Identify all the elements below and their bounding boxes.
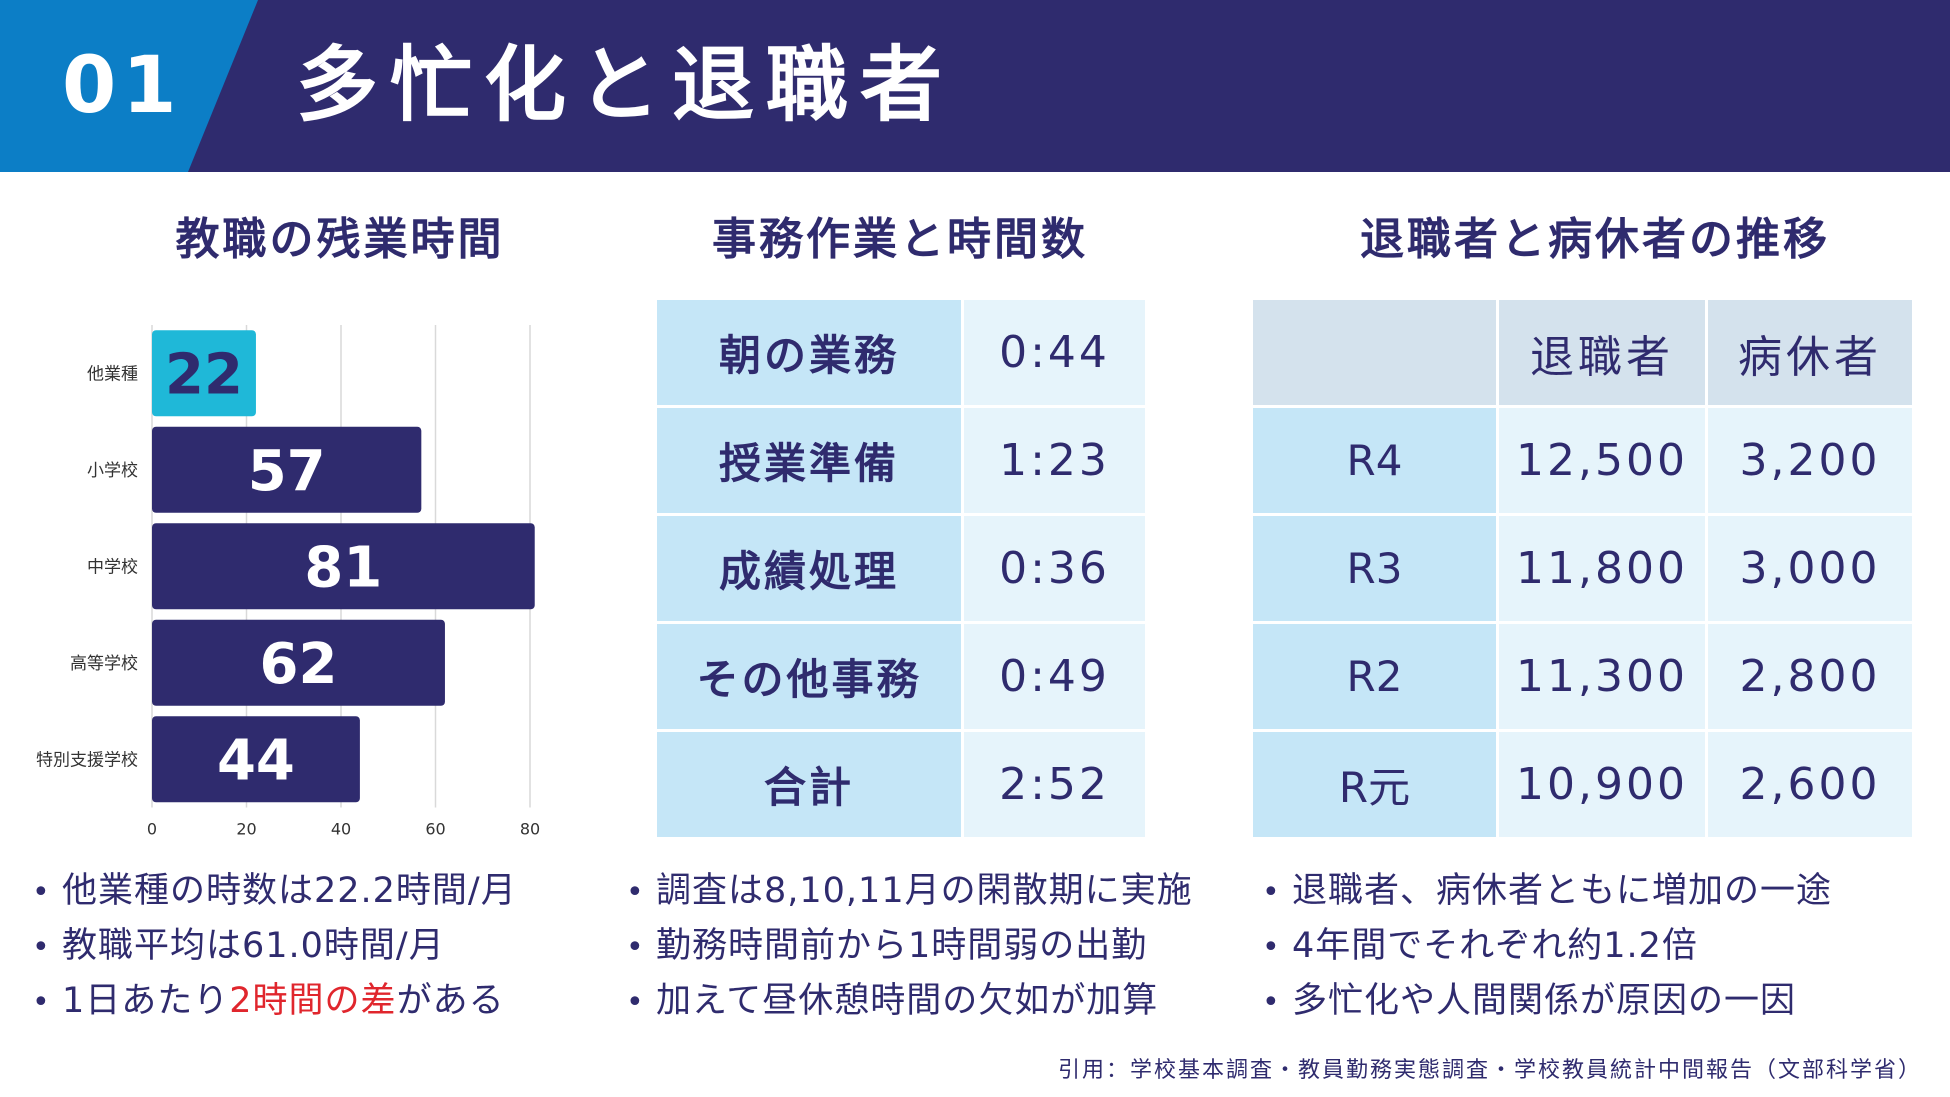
bullet-dot: • xyxy=(32,930,51,965)
header-bar xyxy=(0,0,1950,172)
year-cell: R元 xyxy=(1253,732,1496,837)
section-number: 01 xyxy=(62,41,183,131)
chart-data-label: 44 xyxy=(217,728,295,793)
column-header-sick: 病休者 xyxy=(1708,300,1912,405)
task-name: 授業準備 xyxy=(657,408,961,513)
list-item: • 勤務時間前から1時間弱の出勤 xyxy=(626,919,1193,974)
chart-x-tick-label: 60 xyxy=(425,820,445,839)
bullet-dot: • xyxy=(32,875,51,910)
sick-cell: 2,800 xyxy=(1708,624,1912,729)
citation: 引用：学校基本調査・教員勤務実態調査・学校教員統計中間報告（文部科学省） xyxy=(1057,1058,1922,1083)
bullet-text: 勤務時間前から1時間弱の出勤 xyxy=(656,926,1148,966)
retired-cell: 10,900 xyxy=(1499,732,1705,837)
trend-bullets: • 退職者、病休者ともに増加の一途 • 4年間でそれぞれ約1.2倍 • 多忙化や人間関… xyxy=(1262,864,1832,1029)
chart-category-label: 小学校 xyxy=(87,461,138,481)
task-total-label: 合計 xyxy=(657,732,961,837)
list-item: • 4年間でそれぞれ約1.2倍 xyxy=(1262,919,1832,974)
bullet-text: 調査は8,10,11月の閑散期に実施 xyxy=(656,871,1193,911)
list-item: • 退職者、病休者ともに増加の一途 xyxy=(1262,864,1832,919)
overtime-section-title: 教職の残業時間 xyxy=(175,214,505,265)
chart-bar xyxy=(152,523,535,610)
retired-cell: 11,300 xyxy=(1499,624,1705,729)
bullet-emphasis: 2時間の差 xyxy=(229,981,397,1021)
chart-bar xyxy=(152,619,445,706)
table-row: 朝の業務 0:44 xyxy=(657,300,1145,405)
chart-x-tick-label: 80 xyxy=(520,820,540,839)
sick-cell: 3,200 xyxy=(1708,408,1912,513)
list-item: • 多忙化や人間関係が原因の一因 xyxy=(1262,974,1832,1029)
tasks-bullets: • 調査は8,10,11月の閑散期に実施 • 勤務時間前から1時間弱の出勤 • 加えて… xyxy=(626,864,1193,1029)
chart-category-label: 中学校 xyxy=(87,557,138,577)
trend-section-title: 退職者と病休者の推移 xyxy=(1360,214,1830,265)
year-cell: R3 xyxy=(1253,516,1496,621)
chart-x-tick-label: 20 xyxy=(236,820,256,839)
column-header-retired: 退職者 xyxy=(1499,300,1705,405)
list-item: • 1日あたり2時間の差がある xyxy=(32,974,517,1029)
bullet-dot: • xyxy=(32,985,51,1020)
bullet-text: 退職者、病休者ともに増加の一途 xyxy=(1292,871,1833,911)
chart-data-label: 57 xyxy=(248,439,326,504)
list-item: • 教職平均は61.0時間/月 xyxy=(32,919,517,974)
list-item: • 他業種の時数は22.2時間/月 xyxy=(32,864,517,919)
list-item: • 調査は8,10,11月の閑散期に実施 xyxy=(626,864,1193,919)
bullet-text: 他業種の時数は22.2時間/月 xyxy=(62,871,517,911)
task-total-time: 2:52 xyxy=(964,732,1145,837)
bullet-text: 4年間でそれぞれ約1.2倍 xyxy=(1292,926,1698,966)
bullet-text: 教職平均は61.0時間/月 xyxy=(62,926,445,966)
chart-x-tick-label: 0 xyxy=(147,820,157,839)
year-cell: R4 xyxy=(1253,408,1496,513)
table-row: 合計 2:52 xyxy=(657,732,1145,837)
table-row: R3 11,800 3,000 xyxy=(1253,516,1912,621)
overtime-bar-chart: 0 20 40 60 80 他業種 22 小学校 57 中学校 81 高等学校 62 特別支援学校 44 xyxy=(36,325,540,839)
bullet-dot: • xyxy=(1262,875,1281,910)
page-title: 多忙化と退職者 xyxy=(296,38,955,133)
table-row: R2 11,300 2,800 xyxy=(1253,624,1912,729)
bullet-text: 加えて昼休憩時間の欠如が加算 xyxy=(656,981,1159,1021)
table-row: R4 12,500 3,200 xyxy=(1253,408,1912,513)
task-name: 成績処理 xyxy=(657,516,961,621)
list-item: • 加えて昼休憩時間の欠如が加算 xyxy=(626,974,1193,1029)
chart-data-label: 62 xyxy=(260,632,338,697)
bullet-text: 多忙化や人間関係が原因の一因 xyxy=(1292,981,1797,1021)
chart-bar xyxy=(152,426,422,513)
chart-data-label: 81 xyxy=(304,535,382,600)
bullet-dot: • xyxy=(626,930,645,965)
bullet-dot: • xyxy=(626,875,645,910)
bullet-dot: • xyxy=(1262,930,1281,965)
tasks-section-title: 事務作業と時間数 xyxy=(712,214,1088,265)
task-time: 1:23 xyxy=(964,408,1145,513)
task-time: 0:49 xyxy=(964,624,1145,729)
bullet-text-pre: 1日あたり xyxy=(62,981,230,1021)
bullet-dot: • xyxy=(1262,985,1281,1020)
chart-category-label: 高等学校 xyxy=(70,654,138,674)
table-header-row: 退職者 病休者 xyxy=(1253,300,1912,405)
trend-table: 退職者 病休者 R4 12,500 3,200 R3 11,800 3,000 … xyxy=(1250,297,1915,840)
overtime-bullets: • 他業種の時数は22.2時間/月 • 教職平均は61.0時間/月 • 1日あたり2時… xyxy=(32,864,517,1029)
retired-cell: 11,800 xyxy=(1499,516,1705,621)
chart-data-label: 22 xyxy=(165,342,243,407)
table-row: R元 10,900 2,600 xyxy=(1253,732,1912,837)
task-time: 0:44 xyxy=(964,300,1145,405)
task-time: 0:36 xyxy=(964,516,1145,621)
chart-category-label: 他業種 xyxy=(87,364,138,384)
sick-cell: 2,600 xyxy=(1708,732,1912,837)
table-row: 成績処理 0:36 xyxy=(657,516,1145,621)
task-name: その他事務 xyxy=(657,624,961,729)
year-cell: R2 xyxy=(1253,624,1496,729)
retired-cell: 12,500 xyxy=(1499,408,1705,513)
bullet-dot: • xyxy=(626,985,645,1020)
tasks-table: 朝の業務 0:44 授業準備 1:23 成績処理 0:36 その他事務 0:49… xyxy=(654,297,1148,840)
chart-bar xyxy=(152,330,256,417)
table-corner-cell xyxy=(1253,300,1496,405)
chart-category-label: 特別支援学校 xyxy=(36,750,138,770)
table-row: 授業準備 1:23 xyxy=(657,408,1145,513)
sick-cell: 3,000 xyxy=(1708,516,1912,621)
task-name: 朝の業務 xyxy=(657,300,961,405)
bullet-text-post: がある xyxy=(396,981,505,1021)
table-row: その他事務 0:49 xyxy=(657,624,1145,729)
chart-x-tick-label: 40 xyxy=(331,820,351,839)
chart-bar xyxy=(152,716,360,803)
